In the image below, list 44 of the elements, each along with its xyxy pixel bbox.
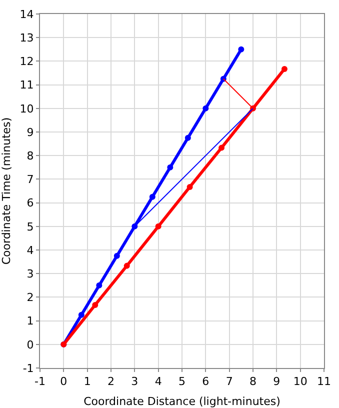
y-tick-label: 8: [26, 149, 34, 162]
y-tick-label: 5: [26, 220, 34, 234]
x-tick-label: 0: [60, 375, 68, 388]
y-tick-label: 7: [26, 173, 34, 186]
y-tick-label: -1: [22, 362, 34, 375]
point: [149, 194, 156, 200]
x-tick-label: 7: [226, 375, 233, 388]
point: [218, 144, 225, 151]
point: [186, 184, 193, 190]
y-tick-label: 13: [20, 31, 34, 44]
x-tick-label: 4: [154, 375, 162, 388]
x-tick-label: 1: [84, 375, 91, 388]
y-tick-label: 2: [26, 291, 34, 304]
y-axis-title: Coordinate Time (minutes): [0, 117, 13, 265]
point: [114, 252, 120, 259]
y-tick-label: 3: [26, 267, 34, 280]
point: [184, 134, 191, 141]
y-tick-label: 4: [26, 244, 34, 257]
point: [202, 105, 209, 112]
x-tick-label: 10: [293, 375, 308, 388]
point: [96, 282, 102, 288]
point: [92, 302, 98, 308]
y-tick-label: 9: [26, 126, 34, 139]
y-tick-label: 12: [20, 55, 34, 68]
point: [78, 312, 84, 318]
point: [281, 66, 288, 72]
x-tick-label: 3: [131, 375, 138, 388]
y-tick-label: 14: [20, 8, 34, 21]
point: [167, 164, 174, 170]
point: [238, 46, 244, 52]
x-axis-title: Coordinate Distance (light-minutes): [84, 395, 280, 408]
y-tick-label: 11: [20, 78, 34, 92]
x-tick-label: 2: [108, 375, 114, 388]
y-tick-label: 10: [20, 102, 34, 116]
y-tick-label: 1: [26, 314, 34, 328]
x-tick-label: 9: [273, 375, 280, 388]
point: [155, 223, 162, 230]
x-tick-label: 11: [317, 375, 331, 388]
point: [124, 262, 130, 269]
y-tick-label: 6: [26, 196, 34, 210]
x-tick-label: 5: [178, 375, 186, 388]
x-tick-label: 8: [250, 375, 256, 388]
y-tick-label: 0: [26, 338, 34, 352]
x-tick-label: 6: [202, 375, 210, 388]
